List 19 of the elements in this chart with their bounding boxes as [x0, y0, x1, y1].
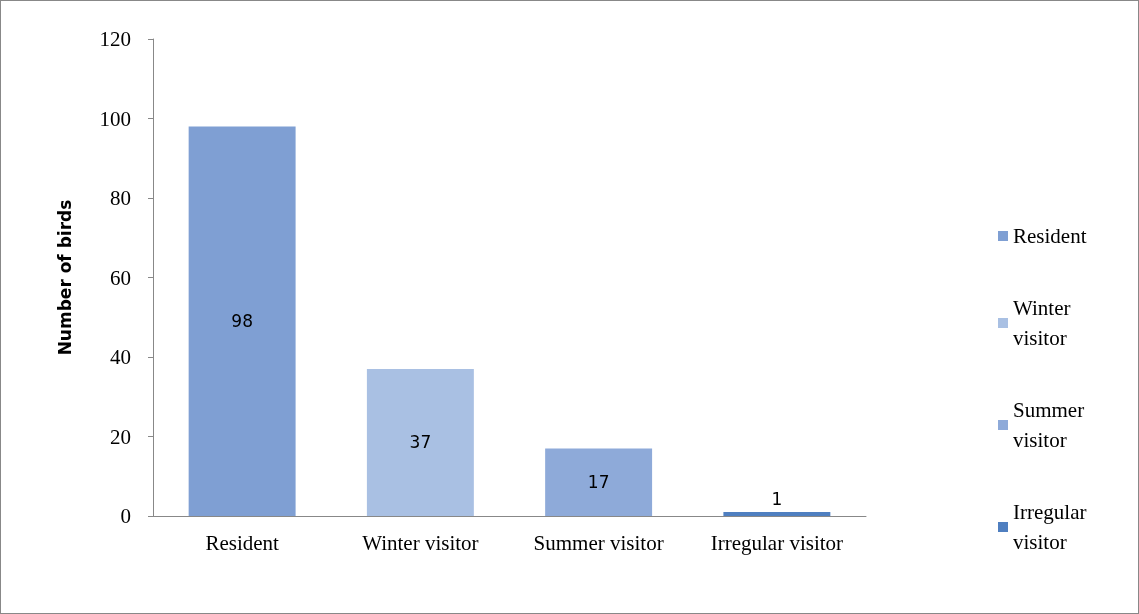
data-label: 17 [587, 472, 610, 493]
legend-label: Summer visitor [1013, 398, 1090, 452]
y-axis-title: Number of birds [54, 199, 75, 356]
y-tick-label: 80 [110, 186, 131, 210]
legend-label: Winter visitor [1013, 296, 1076, 350]
y-tick-label: 100 [99, 106, 131, 131]
y-tick-label: 0 [120, 504, 131, 528]
legend-label: Resident [1013, 224, 1087, 248]
data-label: 1 [771, 488, 783, 509]
x-tick-label: Resident [205, 531, 280, 555]
x-tick-label: Summer visitor [533, 531, 664, 555]
y-tick-label: 20 [110, 424, 131, 449]
data-label: 37 [409, 432, 432, 453]
y-tick-label: 60 [110, 265, 131, 290]
x-tick-label: Winter visitor [362, 531, 479, 555]
data-label: 98 [231, 311, 253, 332]
y-tick-label: 120 [99, 27, 131, 51]
y-tick-label: 40 [110, 345, 131, 369]
x-tick-label: Irregular visitor [710, 531, 844, 555]
